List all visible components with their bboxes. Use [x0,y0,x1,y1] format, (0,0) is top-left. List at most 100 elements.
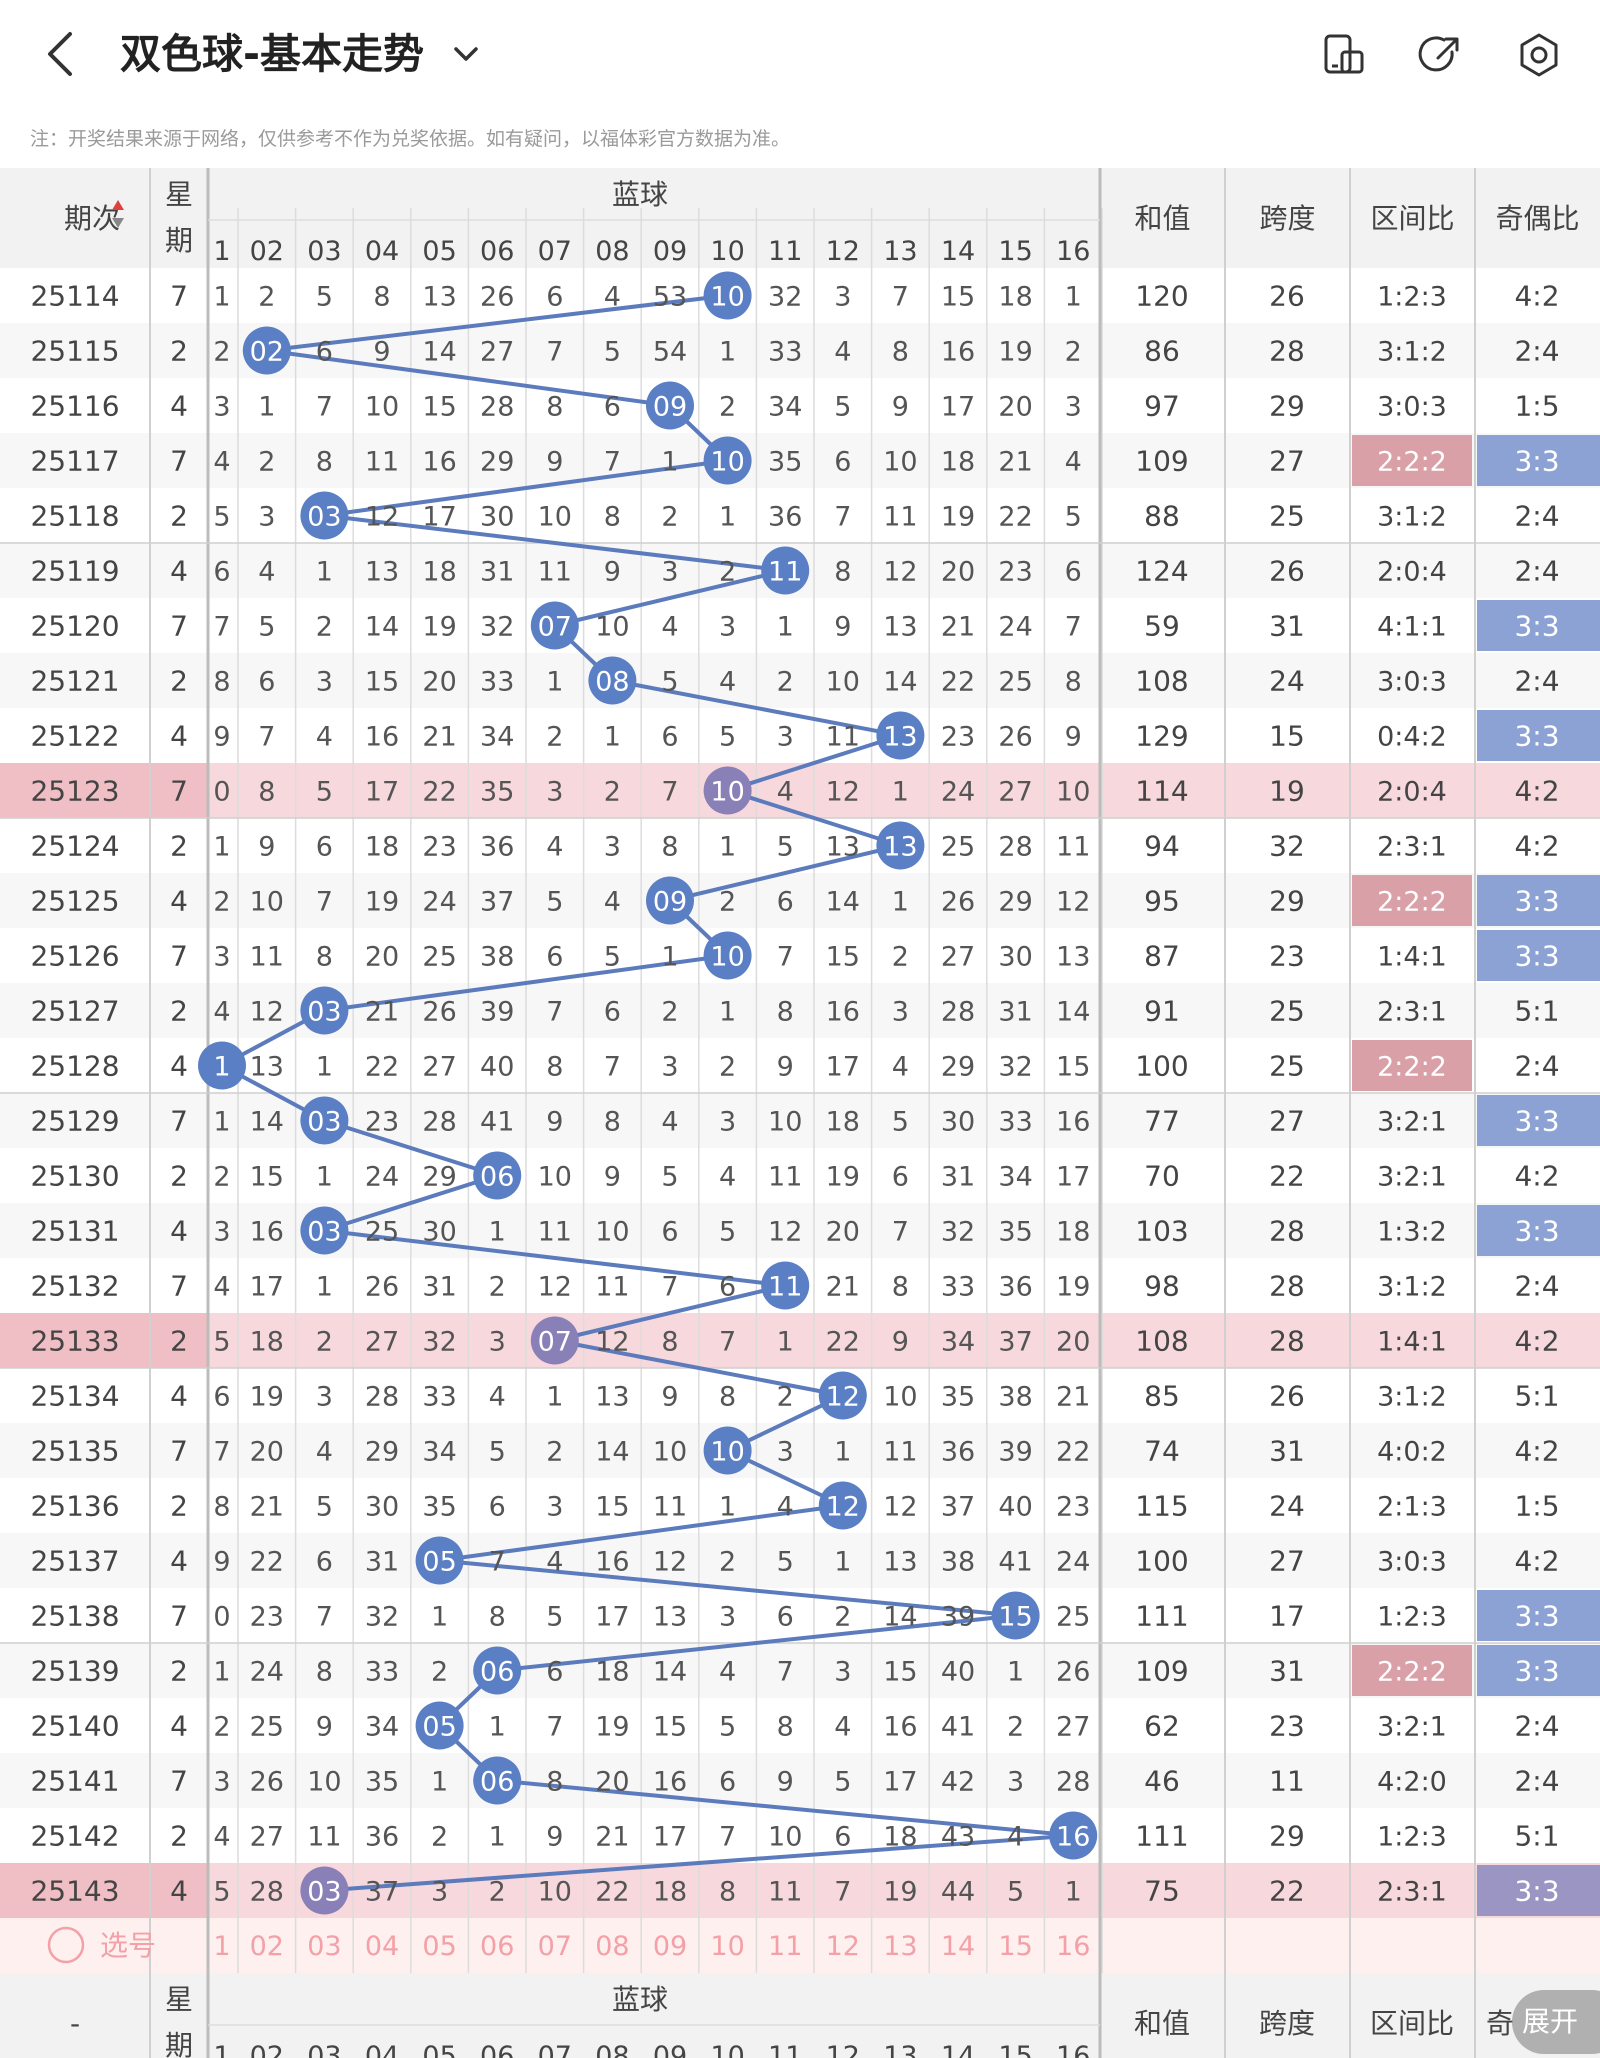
table-row[interactable] [0,1863,1600,1918]
table-row[interactable] [0,433,1600,488]
blue-ball[interactable] [300,1096,349,1145]
omission-cell: 34 [422,1437,456,1468]
parity-cell: 3:3 [1514,720,1559,753]
sum-cell: 124 [1135,555,1188,588]
select-number[interactable]: 11 [768,1931,802,1962]
select-number[interactable]: 13 [883,1931,917,1962]
omission-cell: 2 [431,1822,448,1853]
select-number[interactable]: 03 [307,1931,341,1962]
blue-ball[interactable] [703,271,752,320]
blue-ball[interactable] [530,1316,579,1365]
blue-ball[interactable] [876,711,925,760]
blue-ball[interactable] [876,821,925,870]
select-number[interactable]: 14 [941,1931,975,1962]
blue-ball[interactable] [530,601,579,650]
blue-ball[interactable] [703,766,752,815]
omission-cell: 2 [316,612,333,643]
blue-ball[interactable] [415,1536,464,1585]
blue-ball[interactable] [415,1701,464,1750]
settings-icon[interactable] [1514,30,1564,80]
table-row[interactable] [0,653,1600,708]
table-row[interactable] [0,1148,1600,1203]
omission-cell: 2 [258,447,275,478]
omission-cell: 6 [719,1767,736,1798]
table-row[interactable] [0,1203,1600,1258]
omission-cell: 6 [489,1492,506,1523]
table-row[interactable] [0,1038,1600,1093]
page-title[interactable]: 双色球-基本走势 [120,30,425,78]
blue-ball[interactable] [473,1646,522,1695]
table-row[interactable] [0,763,1600,818]
blue-ball[interactable] [991,1591,1040,1640]
blue-ball[interactable] [703,436,752,485]
span-cell: 23 [1269,940,1305,973]
table-row[interactable] [0,928,1600,983]
blue-ball[interactable] [588,656,637,705]
blue-ball[interactable] [761,1261,810,1310]
table-row[interactable] [0,268,1600,323]
table-row[interactable] [0,1698,1600,1753]
phone-rotate-icon[interactable] [1318,30,1368,80]
select-number[interactable]: 06 [480,1931,514,1962]
table-row[interactable] [0,1753,1600,1808]
blue-ball[interactable] [703,1426,752,1475]
expand-button[interactable]: 展开 [1512,1990,1600,2054]
week-cell: 2 [170,830,188,863]
blue-ball[interactable] [300,1866,349,1915]
sum-cell: 120 [1135,280,1188,313]
blue-ball[interactable] [300,491,349,540]
blue-ball[interactable] [300,1206,349,1255]
select-number[interactable]: 12 [826,1931,860,1962]
select-label[interactable]: 选号 [100,1929,156,1962]
blue-ball[interactable] [703,931,752,980]
sort-up-icon[interactable] [112,200,124,210]
sum-cell: 62 [1144,1710,1180,1743]
blue-ball[interactable] [818,1481,867,1530]
select-number[interactable]: 08 [595,1931,629,1962]
select-number[interactable]: 10 [710,1931,744,1962]
blue-ball[interactable] [646,876,694,925]
blue-ball[interactable] [818,1371,867,1420]
table-row[interactable] [0,818,1600,873]
table-row[interactable] [0,1423,1600,1478]
blue-ball[interactable] [473,1151,522,1200]
select-number[interactable]: 07 [538,1931,572,1962]
sum-cell: 88 [1144,500,1180,533]
select-number[interactable]: 09 [653,1931,687,1962]
back-arrow-icon[interactable] [38,26,88,82]
table-row[interactable] [0,1643,1600,1698]
select-circle-icon[interactable] [47,1926,85,1964]
table-row[interactable] [0,873,1600,928]
select-number[interactable]: 02 [250,1931,284,1962]
select-number[interactable]: 15 [998,1931,1032,1962]
blue-ball[interactable] [761,546,810,595]
share-icon[interactable] [1416,30,1466,80]
parity-cell: 2:4 [1514,500,1559,533]
omission-cell: 10 [595,612,629,643]
blue-ball[interactable] [242,326,291,375]
omission-cell: 3 [431,1877,448,1908]
table-row[interactable] [0,983,1600,1038]
blue-ball[interactable] [646,381,694,430]
omission-cell: 10 [1056,777,1090,808]
chevron-down-icon[interactable] [448,36,484,72]
table-row[interactable] [0,488,1600,543]
omission-cell: 27 [480,337,514,368]
select-number[interactable]: 05 [422,1931,456,1962]
blue-ball[interactable] [198,1041,246,1090]
table-row[interactable] [0,1588,1600,1643]
omission-cell: 24 [365,1162,399,1193]
blue-ball[interactable] [300,986,349,1035]
select-number[interactable]: 16 [1056,1931,1090,1962]
blue-ball[interactable] [1049,1811,1098,1860]
blue-ball[interactable] [473,1756,522,1805]
table-row[interactable] [0,378,1600,433]
table-row[interactable] [0,1093,1600,1148]
table-row[interactable] [0,1313,1600,1368]
omission-cell: 53 [653,282,687,313]
sort-down-icon[interactable] [112,218,124,228]
table-row[interactable] [0,1533,1600,1588]
select-number[interactable]: 1 [213,1931,230,1962]
select-number[interactable]: 04 [365,1931,399,1962]
table-row[interactable] [0,598,1600,653]
